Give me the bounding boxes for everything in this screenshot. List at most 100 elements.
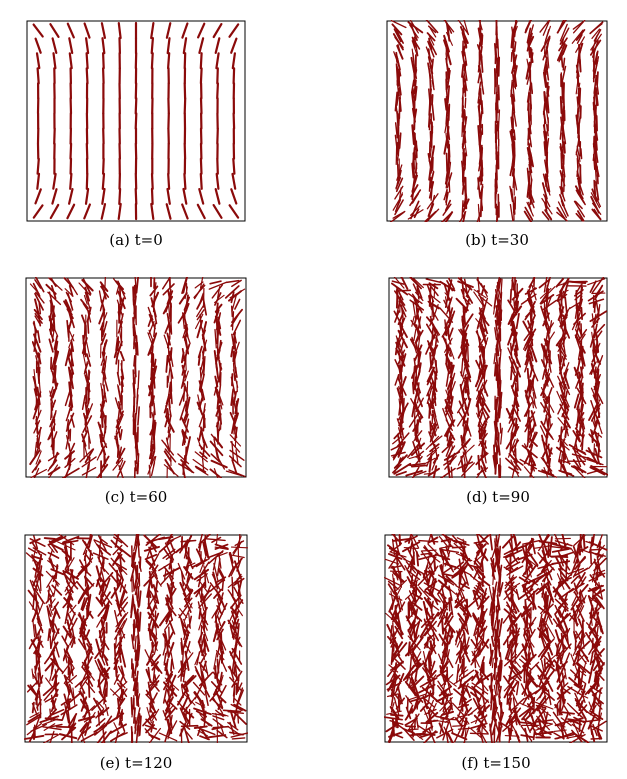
director-segment bbox=[108, 562, 122, 579]
director-segment bbox=[29, 449, 41, 466]
director-segment bbox=[441, 319, 453, 338]
director-segment bbox=[417, 331, 421, 351]
director-segment bbox=[119, 673, 125, 685]
director-segment bbox=[137, 585, 140, 600]
director-segment bbox=[214, 303, 223, 313]
director-segment bbox=[34, 312, 43, 324]
director-segment bbox=[164, 448, 177, 463]
director-segment bbox=[431, 427, 438, 441]
director-segment bbox=[593, 74, 598, 95]
director-segment bbox=[197, 640, 204, 657]
director-segment bbox=[506, 680, 515, 693]
director-segment bbox=[150, 37, 155, 55]
director-segment bbox=[562, 281, 569, 299]
director-segment bbox=[433, 719, 450, 724]
director-segment bbox=[591, 35, 598, 52]
director-segment bbox=[490, 693, 494, 711]
director-segment bbox=[446, 432, 453, 447]
director-segment bbox=[51, 382, 59, 399]
director-segment bbox=[184, 329, 191, 345]
director-segment bbox=[522, 564, 533, 576]
director-segment bbox=[216, 82, 219, 100]
director-segment bbox=[546, 123, 549, 137]
director-segment bbox=[390, 688, 403, 705]
director-segment bbox=[464, 36, 468, 49]
director-segment bbox=[398, 322, 408, 339]
director-segment bbox=[63, 597, 73, 608]
director-segment bbox=[537, 469, 558, 478]
director-segment bbox=[528, 416, 533, 437]
director-segment bbox=[440, 564, 445, 579]
director-segment bbox=[591, 313, 595, 333]
panel-e bbox=[24, 534, 248, 743]
director-segment bbox=[133, 707, 136, 724]
director-segment bbox=[117, 682, 128, 698]
director-segment bbox=[429, 443, 440, 453]
director-segment bbox=[43, 734, 60, 743]
director-segment bbox=[100, 352, 106, 366]
director-segment bbox=[523, 565, 537, 583]
director-segment bbox=[162, 640, 168, 656]
director-segment bbox=[455, 599, 467, 609]
director-segment bbox=[584, 709, 601, 722]
director-segment bbox=[397, 601, 406, 616]
director-segment bbox=[457, 660, 465, 674]
director-segment bbox=[37, 401, 40, 418]
director-segment bbox=[502, 720, 516, 732]
director-segment bbox=[152, 305, 158, 325]
director-segment bbox=[528, 201, 532, 213]
director-segment bbox=[215, 534, 219, 545]
director-segment bbox=[579, 719, 587, 736]
director-segment bbox=[34, 37, 42, 54]
director-segment bbox=[427, 467, 440, 477]
director-segment bbox=[36, 172, 41, 190]
director-segment bbox=[567, 280, 587, 285]
director-segment bbox=[148, 658, 160, 672]
director-segment bbox=[524, 356, 531, 373]
director-segment bbox=[100, 730, 112, 743]
director-segment bbox=[577, 180, 583, 200]
director-segment bbox=[514, 536, 518, 547]
director-segment bbox=[534, 701, 554, 710]
director-segment bbox=[68, 285, 74, 297]
director-segment bbox=[515, 623, 518, 635]
director-segment bbox=[574, 427, 583, 437]
director-segment bbox=[194, 465, 207, 473]
director-segment bbox=[523, 718, 531, 734]
director-segment bbox=[32, 567, 44, 577]
director-segment bbox=[33, 308, 43, 321]
director-segment bbox=[512, 73, 515, 88]
director-segment bbox=[179, 707, 188, 724]
director-segment bbox=[199, 653, 207, 665]
director-segment bbox=[135, 446, 138, 465]
director-segment bbox=[203, 710, 207, 727]
director-segment bbox=[597, 687, 602, 705]
panel-a bbox=[26, 20, 246, 222]
director-segment bbox=[592, 349, 596, 363]
director-segment bbox=[480, 724, 489, 734]
director-segment bbox=[112, 681, 128, 696]
director-segment bbox=[481, 558, 484, 573]
director-segment bbox=[466, 376, 470, 395]
director-segment bbox=[234, 298, 241, 310]
director-segment bbox=[100, 595, 103, 607]
director-segment bbox=[512, 541, 522, 552]
director-segment bbox=[425, 571, 429, 584]
director-segment bbox=[423, 634, 432, 649]
director-segment bbox=[95, 638, 102, 658]
director-segment bbox=[236, 674, 240, 694]
director-segment bbox=[535, 585, 548, 595]
director-segment bbox=[393, 427, 405, 440]
director-segment bbox=[214, 188, 221, 205]
director-segment bbox=[53, 641, 60, 658]
director-segment bbox=[553, 659, 562, 670]
director-segment bbox=[475, 318, 489, 334]
director-segment bbox=[109, 688, 123, 702]
director-segment bbox=[95, 717, 106, 727]
director-segment bbox=[89, 549, 92, 563]
director-segment bbox=[96, 463, 109, 478]
director-segment bbox=[445, 584, 457, 595]
director-segment bbox=[512, 438, 518, 456]
director-segment bbox=[426, 450, 434, 467]
caption-c: (c) t=60 bbox=[104, 488, 168, 506]
